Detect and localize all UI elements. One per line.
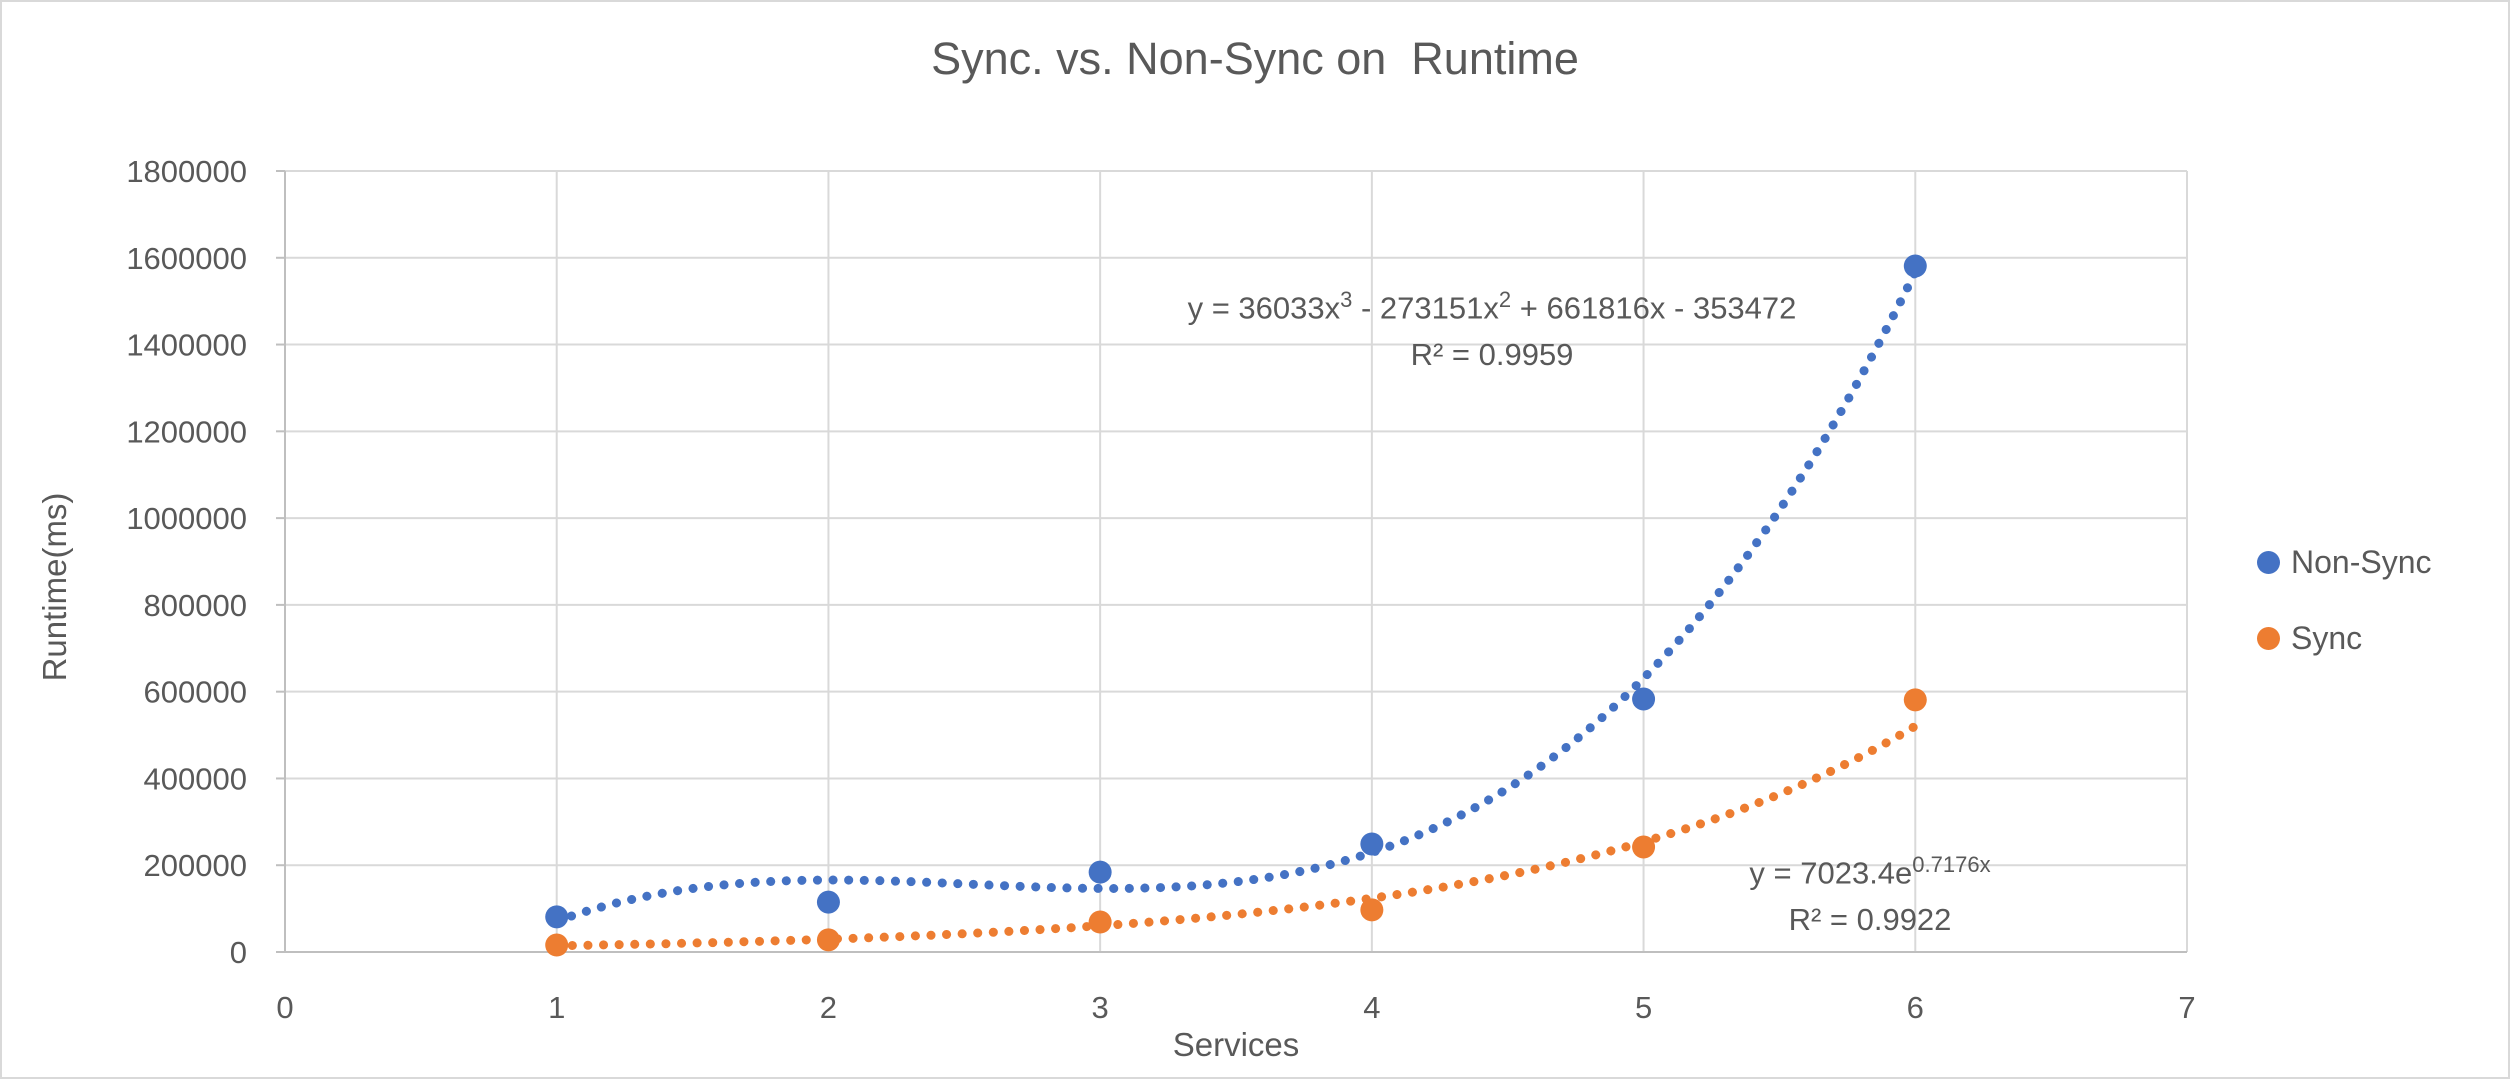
y-tick-label: 0 <box>230 935 247 970</box>
y-axis-title: Runtime(ms) <box>36 492 73 682</box>
chart-title: Sync. vs. Non-Sync on Runtime <box>931 33 1579 84</box>
y-tick-label: 200000 <box>144 848 247 883</box>
y-tick-label: 400000 <box>144 761 247 796</box>
data-point-non-sync <box>1903 254 1927 278</box>
x-tick-label: 7 <box>2178 990 2195 1025</box>
equation-superscript: 2 <box>1498 287 1512 312</box>
x-tick-label: 4 <box>1363 990 1380 1025</box>
trendline-r2-text: R² = 0.9959 <box>1410 337 1574 373</box>
trendline-r2-text: R² = 0.9922 <box>1788 902 1952 938</box>
trendline-sync <box>552 721 1920 951</box>
x-tick-label: 1 <box>548 990 565 1025</box>
equation-superscript: 3 <box>1340 287 1353 312</box>
data-point-non-sync <box>545 905 569 929</box>
data-point-non-sync <box>1632 687 1656 711</box>
trendline-equation-text: y = 36033x3 - 273151x2 + 661816x - 35347… <box>1188 276 1797 331</box>
legend-label-sync: Sync <box>2291 619 2363 656</box>
x-tick-label: 5 <box>1635 990 1652 1025</box>
legend-item-sync: Sync <box>2257 616 2432 660</box>
legend-marker-sync-icon <box>2257 626 2280 650</box>
trendline-non-sync <box>552 267 1920 926</box>
data-point-non-sync <box>1088 860 1112 884</box>
x-tick-label: 2 <box>820 990 837 1025</box>
x-axis-title: Services <box>1172 1026 1300 1063</box>
data-point-sync <box>545 933 569 957</box>
trendline-equation-text: y = 7023.4e0.7176x <box>1749 841 1990 896</box>
legend: Non-Sync Sync <box>2257 540 2432 660</box>
trendline-equation-sync: y = 7023.4e0.7176x R² = 0.9922 <box>1749 841 1990 943</box>
legend-item-non-sync: Non-Sync <box>2257 540 2432 584</box>
y-tick-label: 1200000 <box>126 414 247 449</box>
data-point-sync <box>1903 688 1927 712</box>
y-tick-label: 1400000 <box>126 328 247 363</box>
y-tick-label: 1600000 <box>126 241 247 276</box>
equation-segment: y = 7023.4e <box>1749 855 1913 891</box>
trendline-equation-non-sync: y = 36033x3 - 273151x2 + 661816x - 35347… <box>1188 276 1797 378</box>
y-tick-label: 1800000 <box>126 154 247 189</box>
data-point-sync <box>1632 835 1656 859</box>
data-point-sync <box>816 928 840 952</box>
data-point-sync <box>1360 898 1384 922</box>
x-tick-label: 0 <box>276 990 293 1025</box>
equation-superscript: 0.7176x <box>1912 852 1991 877</box>
y-tick-label: 800000 <box>144 588 247 623</box>
y-tick-label: 1000000 <box>126 501 247 536</box>
equation-segment: + 661816x - 353472 <box>1511 290 1797 326</box>
legend-label-non-sync: Non-Sync <box>2291 543 2432 580</box>
x-tick-label: 6 <box>1907 990 1924 1025</box>
equation-segment: y = 36033x <box>1187 290 1341 326</box>
y-tick-label: 600000 <box>144 675 247 710</box>
data-point-non-sync <box>1360 832 1384 856</box>
data-point-non-sync <box>816 890 840 914</box>
x-tick-label: 3 <box>1092 990 1109 1025</box>
data-point-sync <box>1088 910 1112 934</box>
equation-segment: - 273151x <box>1352 290 1499 326</box>
legend-marker-non-sync-icon <box>2257 550 2280 574</box>
